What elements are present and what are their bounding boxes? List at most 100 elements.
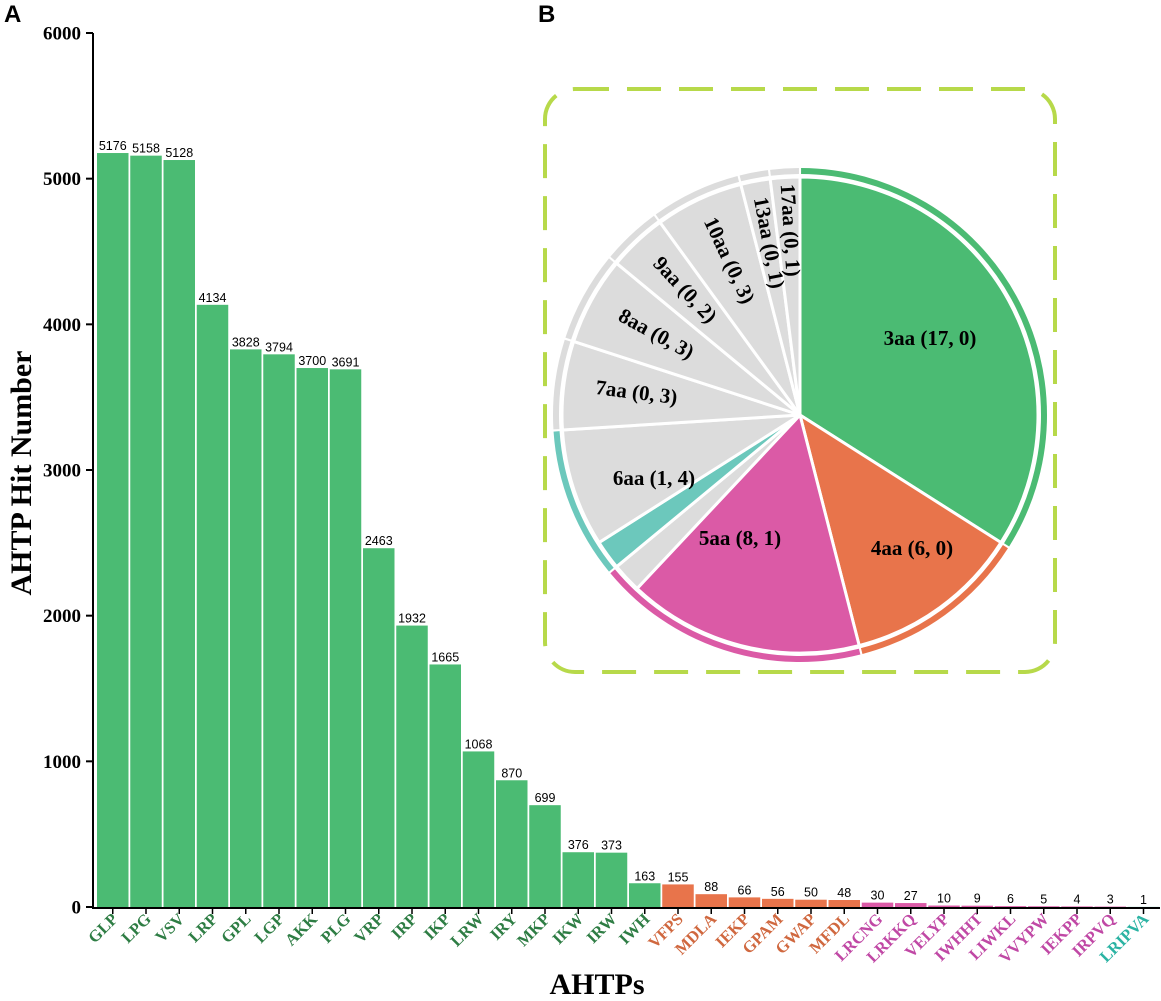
bars [97,153,1160,908]
bar-irpvq [1094,906,1126,908]
x-tick-label: IRP [387,909,421,943]
bar-value-label: 50 [804,886,818,900]
pie-ring-8aa [565,258,614,340]
bar-irw [595,852,628,907]
pie-label-6aa: 6aa (1, 4) [613,466,695,490]
bar-value-label: 10 [937,892,951,906]
bar-lrcng [861,902,894,907]
bar-velyp [928,905,960,907]
bar-value-label: 56 [771,885,785,899]
bar-ikw [562,852,594,907]
pie-slice-6aa-novel [560,413,801,545]
y-tick-label: 0 [72,898,82,919]
x-tick-label: VRP [350,909,387,946]
x-tick-label: LRP [185,909,222,946]
bar-value-label: 373 [601,839,622,853]
bar-iwh [629,883,661,907]
y-tick-label: 4000 [43,315,81,336]
bar-value-label: 6 [1007,892,1014,906]
pie-chart-inset: 3aa (17, 0) 4aa (6, 0) 5aa (8, 1) 6aa (1, 4… [543,87,1057,674]
bar-value-label: 2463 [365,534,393,548]
bar-mfdl [828,900,860,907]
x-tick-label: AKK [281,909,321,949]
bar-ikp [429,664,461,907]
bar-vfps [662,884,694,907]
bar-value-label: 48 [837,886,851,900]
bar-value-label: 5176 [99,139,127,153]
x-tick-label: PLG [317,909,355,947]
bar-value-label: 5158 [132,142,160,156]
pie-slices [560,175,1040,655]
pie-outer-rings [553,168,1047,662]
bar-vrp [363,548,395,907]
pie-ring-17aa [770,168,799,176]
pie-slice-5aa-known [634,411,862,655]
x-tick-label: IRW [583,909,621,947]
panel-label-a: A [4,1,21,28]
bar-gwap [795,899,827,907]
bar-gpam [762,898,794,907]
pie-ring-9aa [610,215,658,261]
pie-ring-4aa [860,545,1008,654]
bar-value-label: 870 [501,766,522,780]
bar-value-label: 1932 [398,612,426,626]
pie-slice-17aa-novel [768,175,802,416]
pie-label-5aa: 5aa (8, 1) [699,526,781,550]
bar-value-label: 155 [668,870,689,884]
pie-ring-10aa [655,176,740,220]
inset-dashed-border [543,87,1057,674]
bar-value-label: 30 [871,889,885,903]
x-tick-label: VSV [151,909,188,946]
bar-irp [396,625,428,907]
y-tick-label: 6000 [43,24,81,45]
bar-lrkkq [895,903,927,907]
x-tick-label: LPG [117,909,155,947]
bar-vsv [163,160,195,907]
pie-ring-5aa [610,569,861,662]
y-axis-title: AHTP Hit Number [5,351,38,596]
bar-value-label: 5128 [165,146,193,160]
bar-value-label: 1068 [465,737,493,751]
bar-value-label: 163 [634,869,655,883]
bar-value-label: 9 [974,892,981,906]
bar-value-label: 376 [568,838,589,852]
pie-slice-4aa-known [797,411,1004,648]
x-tick-label: LGP [250,909,287,946]
bar-lrp [196,304,229,908]
bar-mkp [529,805,561,907]
bar-iry [496,780,528,907]
bar-value-label: 27 [904,889,918,903]
bar-plg [329,369,362,907]
bar-value-label: 1 [1140,893,1147,907]
pie-ring-13aa [739,170,769,182]
panel-label-b: B [538,1,555,28]
x-tick-label: IKW [548,909,587,948]
bar-value-label: 1665 [431,650,459,664]
bar-iwhht [961,905,993,907]
x-axis-title: AHTPs [549,968,644,1001]
pie-ring-7aa [553,339,571,430]
bar-value-label: 88 [704,880,718,894]
y-tick-label: 1000 [43,752,81,773]
bar-gpl [230,349,262,907]
pie-ring-6aa [553,431,614,572]
bar-lrw [462,751,495,907]
bar-value-label: 3828 [232,335,260,349]
bar-value-label: 699 [535,791,556,805]
bar-value-label: 4134 [199,291,227,305]
x-tick-label: GLP [84,909,121,946]
bar-iekp [728,897,761,907]
bar-value-label: 3700 [298,354,326,368]
bar-lpg [130,155,162,907]
bar-value-label: 4 [1074,892,1081,906]
bar-value-label: 5 [1040,892,1047,906]
bar-lgp [263,354,295,907]
bar-value-label: 3691 [332,355,360,369]
y-tick-label: 3000 [43,461,81,482]
x-tick-label: LRW [446,909,487,950]
bar-value-label: 3 [1107,893,1114,907]
bar-value-label: 66 [738,883,752,897]
